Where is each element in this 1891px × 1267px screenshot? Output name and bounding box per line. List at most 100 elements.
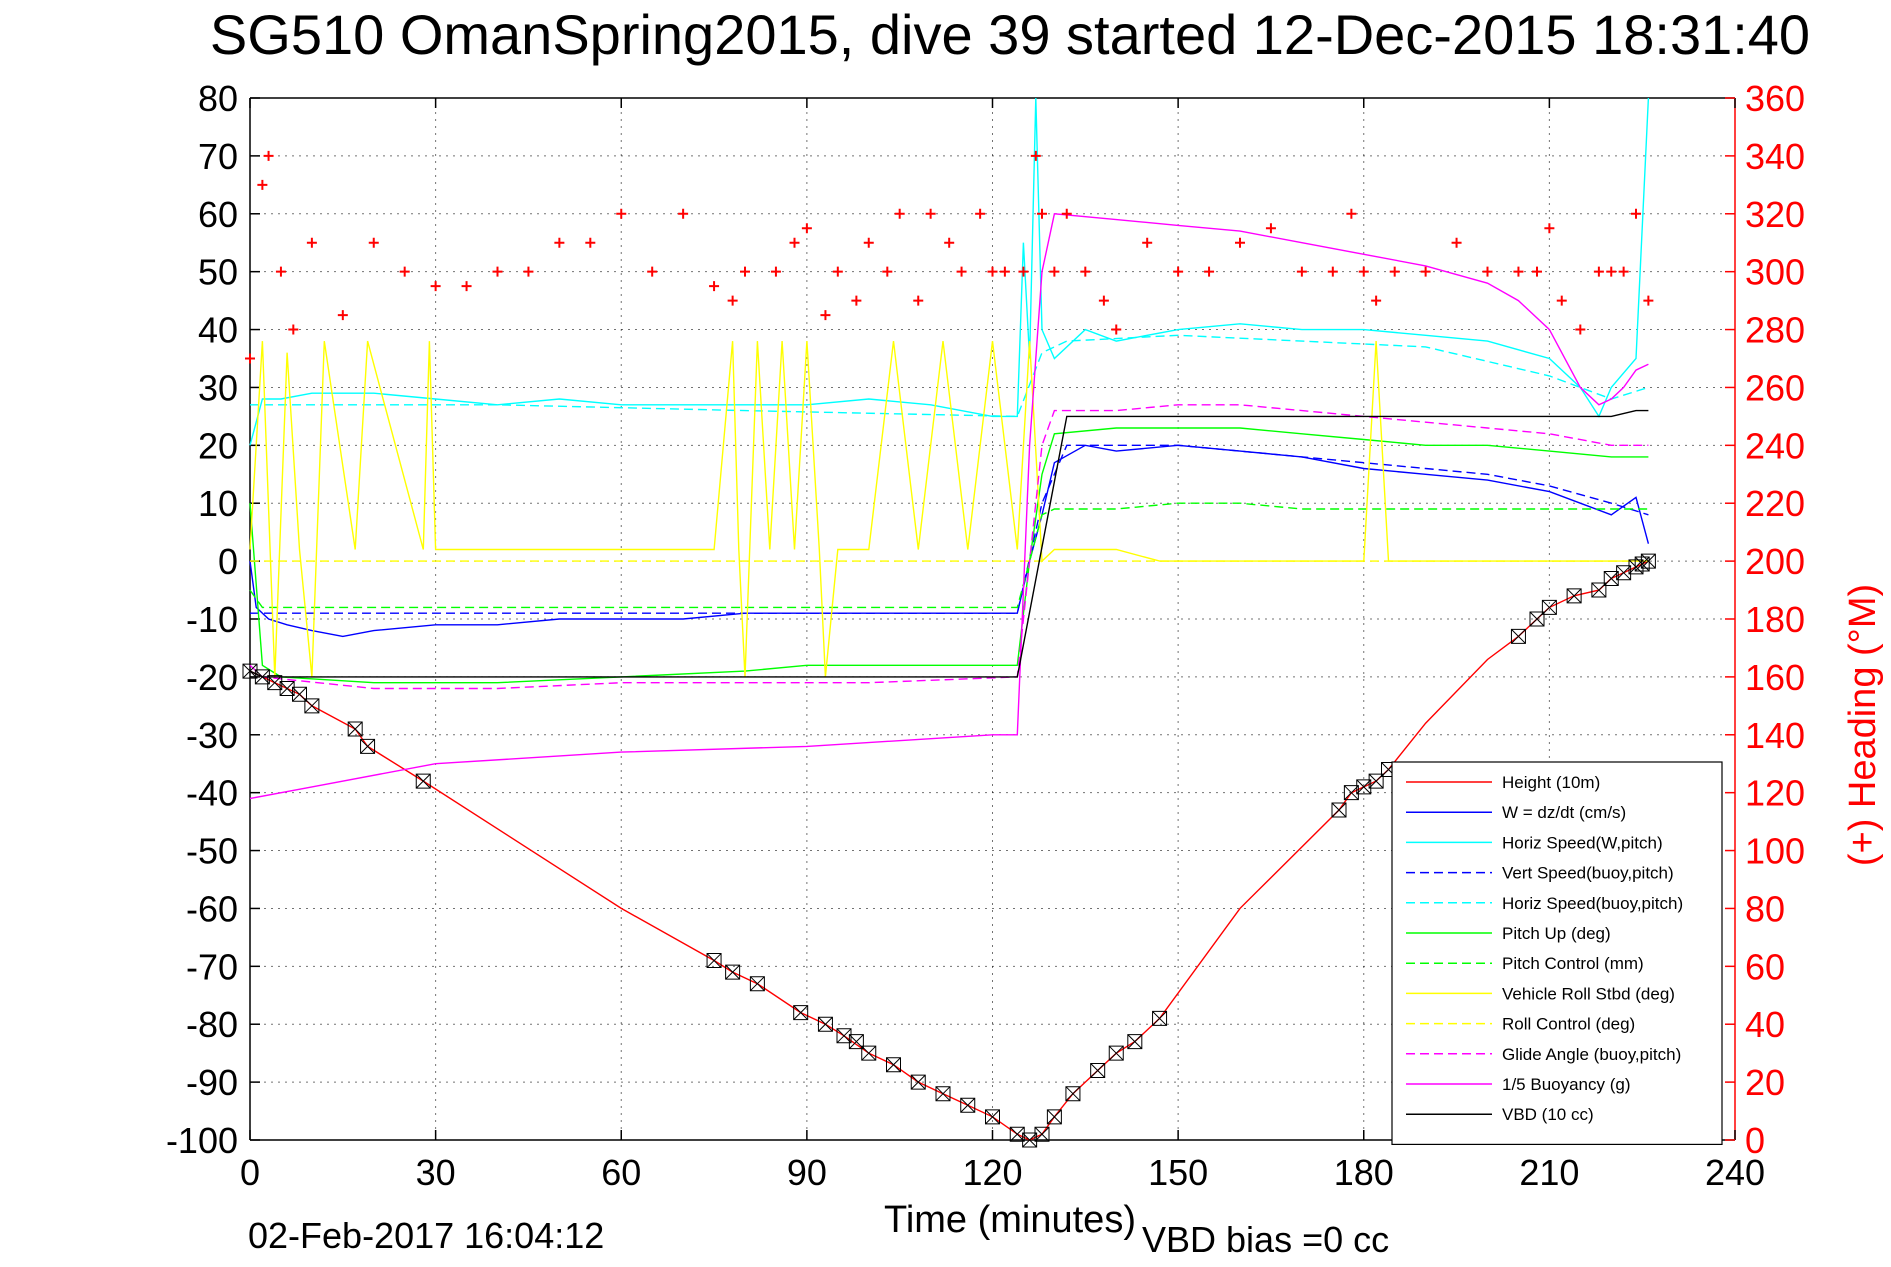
legend-label: Vehicle Roll Stbd (deg) [1502,984,1675,1003]
legend-label: Vert Speed(buoy,pitch) [1502,864,1674,883]
height-marker [1541,599,1557,615]
y-tick-label: -10 [186,599,238,640]
heading-point [1532,266,1542,277]
heading-point [368,237,379,248]
heading-point [801,223,812,234]
heading-point [1389,266,1400,277]
y-tick-label: 20 [198,425,238,466]
legend-label: Pitch Control (mm) [1502,954,1644,973]
y-tick-label: 80 [198,78,238,119]
y-tick-label: -70 [186,946,238,987]
y2-tick-label: 160 [1745,657,1805,698]
height-marker [242,663,258,679]
heading-point [1371,295,1382,306]
height-marker [725,964,741,980]
height-marker [1640,553,1656,569]
y-tick-label: 10 [198,483,238,524]
y2-tick-label: 200 [1745,541,1805,582]
x-tick-label: 150 [1148,1152,1208,1193]
y2-axis-label: (+) Heading (°M) [1842,584,1884,866]
height-marker [861,1045,877,1061]
heading-point [1296,266,1307,277]
y-tick-label: -100 [166,1120,238,1161]
heading-point [1631,208,1641,219]
heading-point [1061,208,1072,219]
legend-label: Roll Control (deg) [1502,1015,1635,1034]
heading-point [337,310,348,321]
heading-point [1420,266,1431,277]
heading-point [789,237,800,248]
height-marker [1034,1126,1050,1142]
height-marker [1591,582,1607,598]
y2-tick-label: 80 [1745,888,1785,929]
heading-point [740,266,750,277]
x-axis-label: Time (minutes) [884,1199,1136,1241]
height-marker [1090,1063,1106,1079]
height-marker [749,976,765,992]
height-marker [1529,611,1545,627]
height-marker [1152,1010,1168,1026]
heading-point [616,208,627,219]
y-tick-label: -50 [186,831,238,872]
y2-tick-label: 280 [1745,310,1805,351]
legend-label: Glide Angle (buoy,pitch) [1502,1045,1681,1064]
heading-point [1593,266,1604,277]
y2-tick-label: 320 [1745,194,1805,235]
heading-point [263,150,274,161]
heading-point [1346,208,1357,219]
heading-point [851,295,862,306]
heading-point [1049,266,1060,277]
heading-point [944,237,955,248]
x-tick-label: 60 [601,1152,641,1193]
y-tick-label: -40 [186,773,238,814]
heading-point [913,295,924,306]
heading-point [1618,266,1629,277]
legend-label: Pitch Up (deg) [1502,924,1611,943]
series-line [250,444,1649,614]
heading-point [832,266,843,277]
height-marker [1009,1126,1025,1142]
heading-point [1451,237,1462,248]
heading-point [975,208,986,219]
legend-label: Height (10m) [1502,773,1600,792]
heading-point [1556,295,1567,306]
y2-tick-label: 360 [1745,78,1805,119]
height-marker [1356,779,1372,795]
height-marker [817,1016,833,1032]
height-marker [793,1005,809,1021]
heading-point [1544,223,1555,234]
height-marker [254,669,270,685]
y2-tick-label: 60 [1745,946,1785,987]
legend-label: Horiz Speed(buoy,pitch) [1502,894,1683,913]
series-line [249,213,1649,800]
y-tick-label: 0 [218,541,238,582]
heading-point [399,266,410,277]
height-marker [848,1034,864,1050]
heading-point [554,237,565,248]
heading-point [820,310,831,321]
heading-point [1080,266,1091,277]
series-layer [245,97,1654,1141]
height-marker [360,738,376,754]
series-line [249,409,1649,678]
heading-point [770,266,781,277]
heading-point [1111,324,1122,335]
legend-label: Horiz Speed(W,pitch) [1502,833,1663,852]
axes: 0 30 60 90 120 150 180 210 24080706050403020100-… [166,78,1805,1193]
x-tick-label: 210 [1519,1152,1579,1193]
y2-tick-label: 40 [1745,1004,1785,1045]
heading-point [245,353,255,364]
heading-point [1575,324,1586,335]
y2-tick-label: 20 [1745,1062,1785,1103]
height-marker [347,721,363,737]
series-heading [245,150,1654,364]
heading-point [647,266,658,277]
series-line [249,502,1649,609]
y2-tick-label: 260 [1745,367,1805,408]
y-tick-label: 70 [198,136,238,177]
height-marker [267,675,283,691]
y-tick-label: 60 [198,194,238,235]
series-line [249,340,1649,677]
heading-point [461,281,472,292]
